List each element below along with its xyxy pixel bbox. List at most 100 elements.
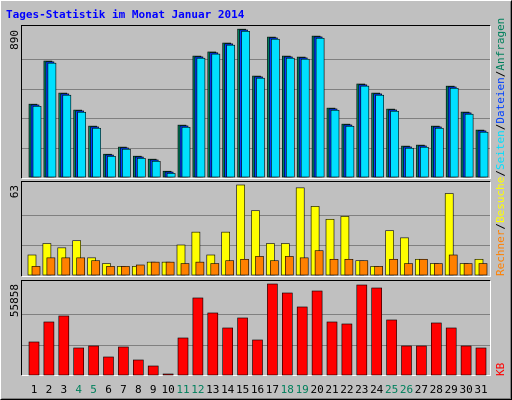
x-tick-label: 13 [206,383,219,396]
bar [371,287,383,376]
bar [329,258,339,276]
bar [136,264,145,276]
x-tick-label: 8 [135,383,142,396]
bar [237,317,248,376]
bar [389,258,398,276]
x-tick-label: 6 [105,383,112,396]
bar [281,292,293,376]
x-tick-label: 9 [150,383,157,396]
bar [211,53,221,178]
bar [225,260,234,276]
bar [401,345,412,376]
x-tick-label: 2 [46,383,53,396]
plot-border [21,25,491,179]
bar [107,156,116,178]
legend-entry: Anfragen [494,18,507,71]
bar [43,321,55,376]
bar [284,256,294,276]
bar [88,345,99,376]
plot-border [21,280,491,376]
bar [479,131,489,178]
bar [151,161,161,178]
legend-separator: / [494,170,507,177]
legend: KB [494,362,507,376]
bar [133,359,144,376]
plot-border [21,280,491,376]
bar [165,261,175,276]
bar [210,263,220,276]
plot-border [21,181,491,277]
bar [192,297,204,376]
legend-entry: Besuche [494,177,507,223]
x-tick-label: 7 [120,383,127,396]
x-tick-label: 10 [161,383,174,396]
bar [419,258,428,276]
x-tick-label: 15 [236,383,249,396]
x-tick-label: 14 [221,383,235,396]
bar [478,263,488,276]
chart-title: Tages-Statistik im Monat Januar 2014 [6,8,245,21]
x-tick-label: 24 [370,383,384,396]
bar [315,37,325,178]
x-tick-label: 12 [191,383,204,396]
legend: Rechner/Besuche/Seiten/Dateien/Anfragen [494,18,507,276]
bar [311,290,323,376]
bar [430,322,442,376]
y-tick-label: 890 [8,30,21,50]
bar [345,125,355,178]
bar [330,109,340,178]
x-tick-label: 28 [430,383,443,396]
legend-separator: / [494,124,507,131]
legend-separator: / [494,223,507,230]
legend-entry: Rechner [494,229,507,276]
x-tick-label: 30 [459,383,472,396]
bar [270,260,279,276]
x-tick-label: 26 [400,383,413,396]
bar [195,261,205,276]
bar [166,173,176,178]
bar [103,356,114,376]
legend-entry: KB [494,362,507,376]
bar [28,341,40,376]
bar [296,306,308,376]
bar [122,148,131,178]
bar [31,266,41,276]
bar [390,110,399,178]
bar [177,337,189,376]
bar [118,346,129,376]
bar [150,261,160,276]
bar [255,256,264,276]
x-tick-label: 16 [251,383,264,396]
bar [180,263,190,276]
bar [445,327,457,376]
bar [374,266,384,276]
legend-separator: / [494,71,507,78]
y-tick-label: 63 [8,185,21,198]
x-tick-label: 31 [474,383,487,396]
x-tick-label: 27 [415,383,428,396]
bar [356,284,368,376]
bar [196,57,206,178]
x-tick-label: 17 [266,383,279,396]
bar [416,345,427,376]
x-tick-label: 11 [176,383,189,396]
bar [360,85,370,178]
bar [464,113,474,178]
bar [341,323,353,376]
x-tick-label: 21 [325,383,338,396]
bar [32,106,42,178]
bar [91,260,100,276]
bar [359,260,369,276]
legend-entry: Dateien [494,77,507,123]
bar [147,365,159,376]
x-tick-label: 3 [60,383,67,396]
x-tick-label: 1 [31,383,38,396]
plot-border [21,181,491,277]
bar [222,327,233,376]
bar [226,44,235,178]
bar [271,38,280,178]
x-tick-label: 19 [296,383,309,396]
bar [344,258,354,276]
